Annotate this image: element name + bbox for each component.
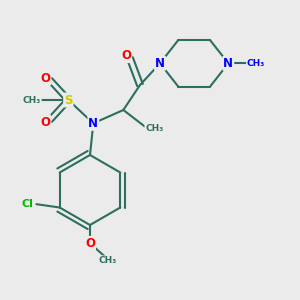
Text: O: O bbox=[40, 116, 50, 128]
Text: N: N bbox=[223, 57, 233, 70]
Text: O: O bbox=[40, 71, 50, 85]
Text: O: O bbox=[121, 49, 131, 62]
Text: CH₃: CH₃ bbox=[145, 124, 164, 133]
Text: O: O bbox=[85, 237, 95, 250]
Text: Cl: Cl bbox=[21, 199, 33, 209]
Text: CH₃: CH₃ bbox=[22, 95, 41, 104]
Text: N: N bbox=[88, 117, 98, 130]
Text: S: S bbox=[64, 94, 73, 106]
Text: CH₃: CH₃ bbox=[247, 59, 265, 68]
Text: CH₃: CH₃ bbox=[98, 256, 117, 265]
Text: N: N bbox=[155, 57, 165, 70]
